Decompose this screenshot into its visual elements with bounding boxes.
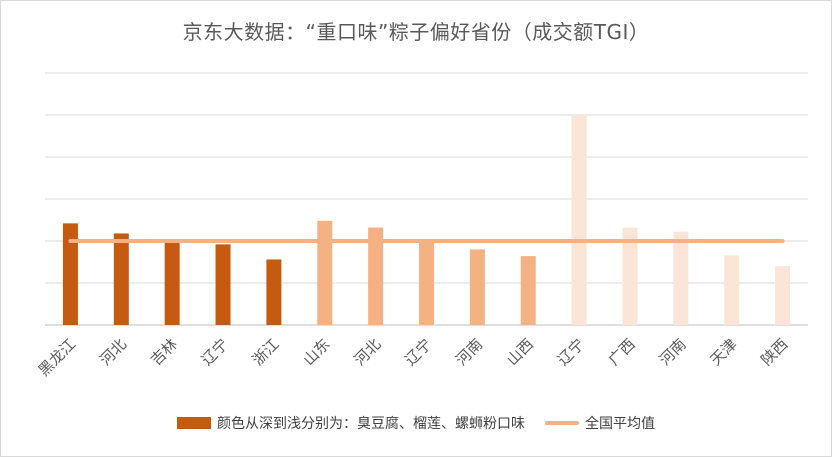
bar xyxy=(419,241,434,325)
x-tick-label: 吉林 xyxy=(147,335,181,369)
legend-bar-swatch xyxy=(177,417,211,429)
bar xyxy=(469,249,485,325)
x-tick-label: 河北 xyxy=(351,335,385,369)
bar xyxy=(62,223,78,325)
legend-average-label: 全国平均值 xyxy=(585,416,655,432)
bar xyxy=(164,240,180,325)
x-tick-label: 河南 xyxy=(452,335,486,369)
bar xyxy=(113,233,129,325)
chart-plot: 黑龙江 河北 吉林 辽宁 浙江 山东 河北 辽宁 河南 山西 辽宁 广西 河南 天津 陕西 xyxy=(35,72,808,380)
x-tick-label: 山东 xyxy=(300,335,334,369)
x-tick-label: 辽宁 xyxy=(554,335,588,369)
x-tick-label: 黑龙江 xyxy=(35,335,80,380)
x-tick-label: 山西 xyxy=(503,335,537,369)
bar xyxy=(571,115,587,325)
bar xyxy=(368,227,384,325)
bar xyxy=(215,244,231,325)
bar xyxy=(673,231,689,325)
bar xyxy=(266,259,282,325)
x-tick-label: 辽宁 xyxy=(198,335,232,369)
x-tick-label: 河南 xyxy=(656,335,690,369)
legend-line-swatch xyxy=(545,421,579,425)
x-tick-label: 陕西 xyxy=(757,335,791,369)
legend: 颜色从深到浅分别为：臭豆腐、榴莲、螺蛳粉口味 全国平均值 xyxy=(0,413,832,433)
chart-title: 京东大数据：“重口味”粽子偏好省份（成交额TGI） xyxy=(182,20,650,44)
legend-item-bars: 颜色从深到浅分别为：臭豆腐、榴莲、螺蛳粉口味 xyxy=(177,413,525,433)
bar xyxy=(317,220,333,325)
legend-item-average: 全国平均值 xyxy=(545,413,655,433)
bar xyxy=(520,256,536,325)
bar xyxy=(622,227,638,325)
x-tick-label: 天津 xyxy=(707,335,741,369)
bar-series xyxy=(62,115,791,325)
x-tick-label: 辽宁 xyxy=(401,335,435,369)
x-tick-label: 浙江 xyxy=(249,335,283,369)
x-tick-label: 河北 xyxy=(96,335,130,369)
x-axis-labels: 黑龙江 河北 吉林 辽宁 浙江 山东 河北 辽宁 河南 山西 辽宁 广西 河南 天津 陕西 xyxy=(35,335,792,380)
bar xyxy=(775,266,791,325)
bar xyxy=(724,255,740,325)
x-tick-label: 广西 xyxy=(605,335,639,369)
legend-bars-label: 颜色从深到浅分别为：臭豆腐、榴莲、螺蛳粉口味 xyxy=(217,416,525,432)
